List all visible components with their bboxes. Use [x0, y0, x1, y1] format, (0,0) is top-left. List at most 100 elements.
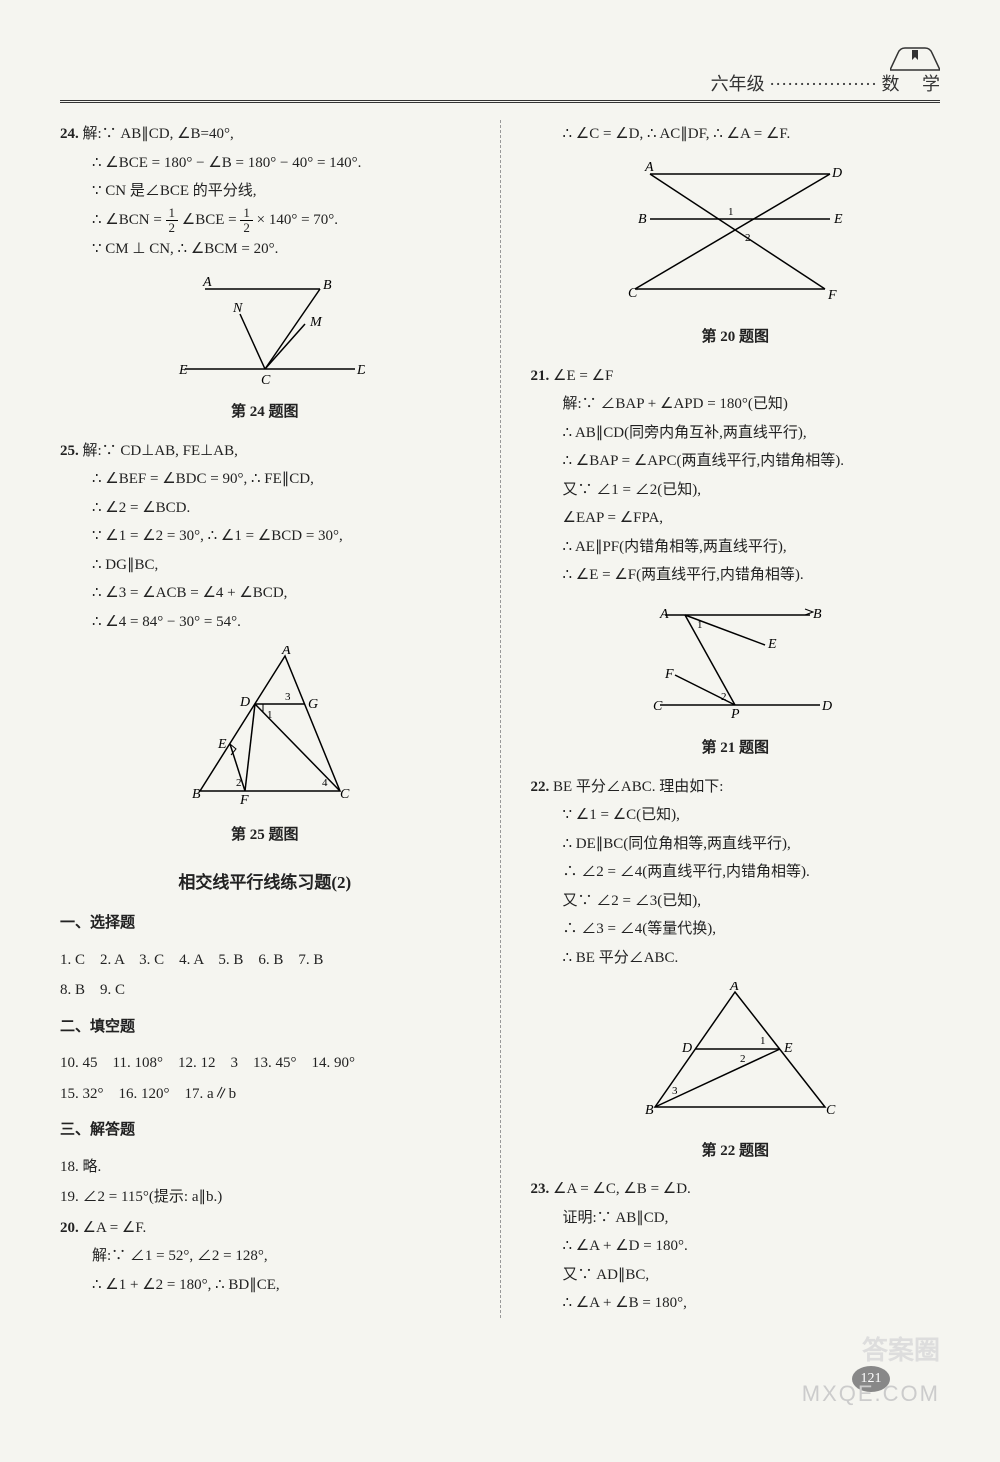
sub1: 一、选择题	[60, 909, 470, 938]
left-column: 24. 解:∵ AB∥CD, ∠B=40°, ∴ ∠BCE = 180° − ∠…	[60, 120, 470, 1318]
q22-l3: ∴ ∠2 = ∠4(两直线平行,内错角相等).	[531, 858, 941, 887]
svg-text:1: 1	[728, 206, 734, 218]
q24: 24. 解:∵ AB∥CD, ∠B=40°, ∴ ∠BCE = 180° − ∠…	[60, 120, 470, 427]
q22-cap: 第 22 题图	[531, 1137, 941, 1166]
q25-l6: ∴ ∠3 = ∠ACB = ∠4 + ∠BCD,	[60, 579, 470, 608]
q23-l3: 又∵ AD∥BC,	[531, 1261, 941, 1290]
q22-l4: 又∵ ∠2 = ∠3(已知),	[531, 887, 941, 916]
svg-text:C: C	[653, 699, 663, 714]
q25-l7: ∴ ∠4 = 84° − 30° = 54°.	[60, 608, 470, 637]
svg-text:1: 1	[760, 1035, 766, 1047]
fb1: 10. 45 11. 108° 12. 12 3 13. 45° 14. 90°	[60, 1049, 470, 1078]
q25-num: 25.	[60, 443, 79, 459]
q22: 22. BE 平分∠ABC. 理由如下: ∵ ∠1 = ∠C(已知), ∴ DE…	[531, 773, 941, 1166]
q21-l1: 解:∵ ∠BAP + ∠APD = 180°(已知)	[531, 390, 941, 419]
svg-text:4: 4	[322, 777, 328, 789]
svg-text:2: 2	[740, 1053, 746, 1065]
q22-num: 22.	[531, 779, 550, 795]
svg-text:1: 1	[267, 709, 273, 721]
svg-text:C: C	[261, 373, 271, 384]
q24-l5: ∵ CM ⊥ CN, ∴ ∠BCM = 20°.	[60, 235, 470, 264]
svg-text:B: B	[813, 607, 822, 622]
svg-text:A: A	[659, 607, 669, 622]
q25-l3: ∴ ∠2 = ∠BCD.	[60, 494, 470, 523]
section-title: 相交线平行线练习题(2)	[60, 867, 470, 899]
q25-cap: 第 25 题图	[60, 821, 470, 850]
header-grade: 六年级	[711, 74, 765, 94]
svg-text:P: P	[730, 707, 740, 720]
q25-l5: ∴ DG∥BC,	[60, 551, 470, 580]
q25-figure: A B C D G E F 1 3 2 4 第 25 题图	[60, 646, 470, 849]
q20l: 20. ∠A = ∠F. 解:∵ ∠1 = 52°, ∠2 = 128°, ∴ …	[60, 1214, 470, 1300]
q20-l1: 解:∵ ∠1 = 52°, ∠2 = 128°,	[60, 1242, 470, 1271]
q20c-figure: A D B E C F 1 2 第 20 题图	[531, 159, 941, 352]
q20c-cap: 第 20 题图	[531, 323, 941, 352]
q23: 23. ∠A = ∠C, ∠B = ∠D. 证明:∵ AB∥CD, ∴ ∠A +…	[531, 1175, 941, 1318]
content: 24. 解:∵ AB∥CD, ∠B=40°, ∴ ∠BCE = 180° − ∠…	[60, 120, 940, 1318]
q22-ans: BE 平分∠ABC. 理由如下:	[553, 779, 723, 795]
q25: 25. 解:∵ CD⊥AB, FE⊥AB, ∴ ∠BEF = ∠BDC = 90…	[60, 437, 470, 850]
q24-figure: A B E C D N M 第 24 题图	[60, 274, 470, 427]
q24-l4: ∴ ∠BCN = 12 ∠BCE = 12 × 140° = 70°.	[60, 206, 470, 236]
column-divider	[500, 120, 501, 1318]
svg-text:A: A	[729, 982, 739, 994]
q24-l3: ∵ CN 是∠BCE 的平分线,	[60, 177, 470, 206]
q24-num: 24.	[60, 126, 79, 142]
svg-text:N: N	[232, 301, 243, 316]
svg-text:F: F	[827, 288, 837, 303]
q21-figure: A B C D E F P 1 2 第 21 题图	[531, 600, 941, 763]
q22-l2: ∴ DE∥BC(同位角相等,两直线平行),	[531, 830, 941, 859]
q18: 18. 略.	[60, 1153, 470, 1182]
svg-text:A: A	[202, 275, 212, 290]
svg-text:E: E	[833, 212, 843, 227]
svg-text:M: M	[309, 315, 323, 330]
svg-text:G: G	[308, 697, 318, 712]
q23-l1: 证明:∵ AB∥CD,	[531, 1204, 941, 1233]
mc2: 8. B 9. C	[60, 976, 470, 1005]
svg-text:B: B	[323, 278, 332, 293]
svg-text:C: C	[628, 286, 638, 301]
watermark-cn: 答案圈	[862, 1330, 940, 1367]
watermark: MXQE.COM	[802, 1381, 940, 1407]
svg-text:3: 3	[672, 1085, 678, 1097]
svg-text:F: F	[239, 793, 249, 806]
svg-text:E: E	[783, 1041, 793, 1056]
q23-l4: ∴ ∠A + ∠B = 180°,	[531, 1289, 941, 1318]
q20-num: 20.	[60, 1220, 79, 1236]
right-column: ∴ ∠C = ∠D, ∴ AC∥DF, ∴ ∠A = ∠F. A D B E C…	[531, 120, 941, 1318]
q23-l2: ∴ ∠A + ∠D = 180°.	[531, 1232, 941, 1261]
svg-text:E: E	[217, 737, 227, 752]
svg-text:D: D	[681, 1041, 692, 1056]
svg-text:C: C	[826, 1103, 836, 1118]
header-rule	[60, 100, 940, 103]
q24-l2: ∴ ∠BCE = 180° − ∠B = 180° − 40° = 140°.	[60, 149, 470, 178]
svg-text:2: 2	[236, 777, 242, 789]
header-dots: ··················	[769, 74, 877, 94]
svg-text:D: D	[831, 166, 842, 181]
q21-l6: ∴ AE∥PF(内错角相等,两直线平行),	[531, 533, 941, 562]
q19: 19. ∠2 = 115°(提示: a∥b.)	[60, 1183, 470, 1212]
svg-text:E: E	[767, 637, 777, 652]
svg-text:F: F	[664, 667, 674, 682]
sub2: 二、填空题	[60, 1013, 470, 1042]
svg-text:D: D	[239, 695, 250, 710]
q25-l1: 解:∵ CD⊥AB, FE⊥AB,	[83, 443, 238, 459]
svg-text:3: 3	[285, 691, 291, 703]
svg-text:B: B	[645, 1103, 654, 1118]
svg-text:A: A	[644, 160, 654, 175]
svg-text:B: B	[638, 212, 647, 227]
q25-l2: ∴ ∠BEF = ∠BDC = 90°, ∴ FE∥CD,	[60, 465, 470, 494]
svg-text:E: E	[178, 363, 188, 378]
svg-text:B: B	[192, 787, 201, 802]
q21-num: 21.	[531, 368, 550, 384]
sub3: 三、解答题	[60, 1116, 470, 1145]
mc1: 1. C 2. A 3. C 4. A 5. B 6. B 7. B	[60, 946, 470, 975]
svg-text:1: 1	[697, 619, 703, 631]
q20-ans: ∠A = ∠F.	[83, 1220, 147, 1236]
q24-cap: 第 24 题图	[60, 398, 470, 427]
svg-text:2: 2	[721, 691, 727, 703]
q22-l1: ∵ ∠1 = ∠C(已知),	[531, 801, 941, 830]
q20c-l1: ∴ ∠C = ∠D, ∴ AC∥DF, ∴ ∠A = ∠F.	[531, 120, 941, 149]
q22-figure: A B C D E 1 2 3 第 22 题图	[531, 982, 941, 1165]
svg-text:D: D	[821, 699, 832, 714]
